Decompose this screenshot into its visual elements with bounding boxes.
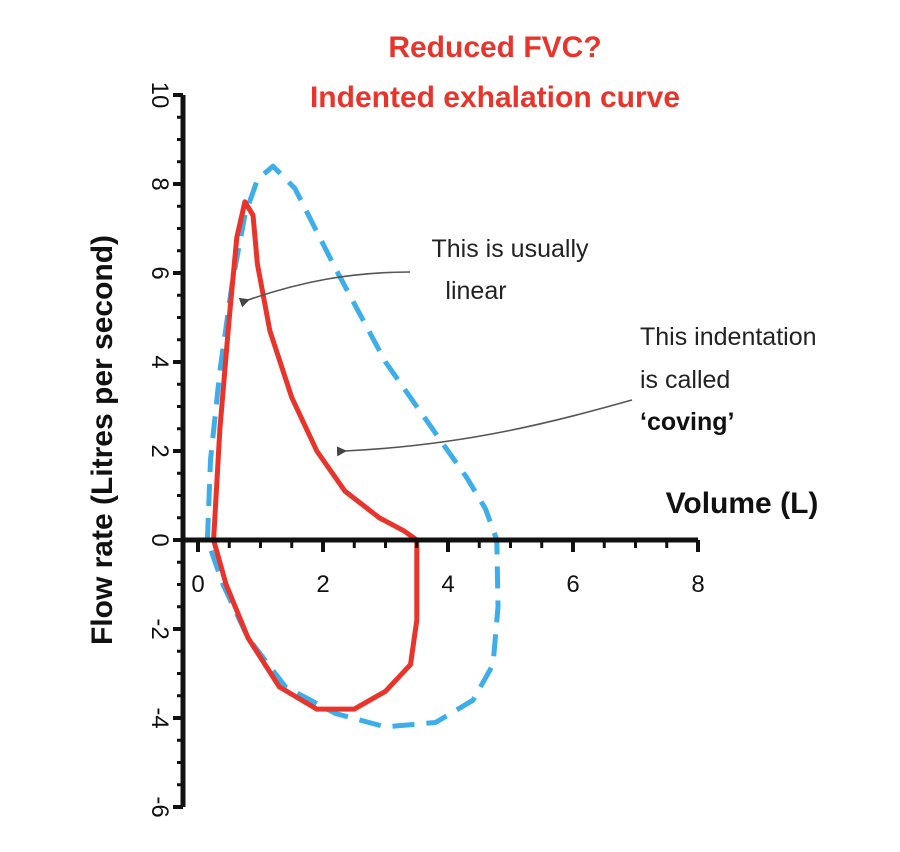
- normal-loop-line: [204, 163, 501, 730]
- y-tick-label: 10: [146, 82, 173, 109]
- annotation-coving-line2: is called: [640, 366, 730, 394]
- annotation-coving-line3: ‘coving’: [640, 408, 734, 436]
- axes: [173, 93, 700, 809]
- chart-subtitle: Indented exhalation curve: [310, 81, 680, 114]
- x-tick-labels: 0 2 4 6 8: [191, 571, 704, 598]
- y-tick-label: 0: [146, 533, 173, 546]
- y-axis-title: Flow rate (Litres per second): [86, 235, 119, 645]
- annotation-linear-arrow: [238, 271, 411, 308]
- x-tick-label: 8: [691, 571, 704, 598]
- y-tick-label: 4: [146, 355, 173, 368]
- annotation-linear-line1: This is usually: [432, 235, 589, 263]
- annotation-coving-line1: This indentation: [640, 323, 817, 351]
- x-tick-label: 6: [566, 571, 579, 598]
- annotation-coving-arrow: [336, 399, 633, 457]
- annotation-linear-line2: linear: [445, 277, 506, 305]
- y-tick-labels: -6 -4 -2 0 2 4 6 8 10: [146, 82, 173, 818]
- y-tick-label: 6: [146, 266, 173, 279]
- x-tick-label: 4: [441, 571, 454, 598]
- y-tick-label: -6: [146, 796, 173, 817]
- x-axis-title: Volume (L): [666, 487, 819, 520]
- x-tick-label: 2: [316, 571, 329, 598]
- x-tick-label: 0: [191, 571, 204, 598]
- reduced-fvc-loop-line: [211, 199, 420, 712]
- y-tick-label: 2: [146, 444, 173, 457]
- annotation-linear: This is usually linear: [238, 235, 589, 308]
- y-tick-label: -2: [146, 618, 173, 639]
- series-layer: [204, 163, 501, 730]
- chart-title: Reduced FVC?: [388, 31, 601, 64]
- annotation-coving: This indentation is called ‘coving’: [336, 323, 817, 457]
- y-tick-label: 8: [146, 177, 173, 190]
- y-tick-label: -4: [146, 707, 173, 728]
